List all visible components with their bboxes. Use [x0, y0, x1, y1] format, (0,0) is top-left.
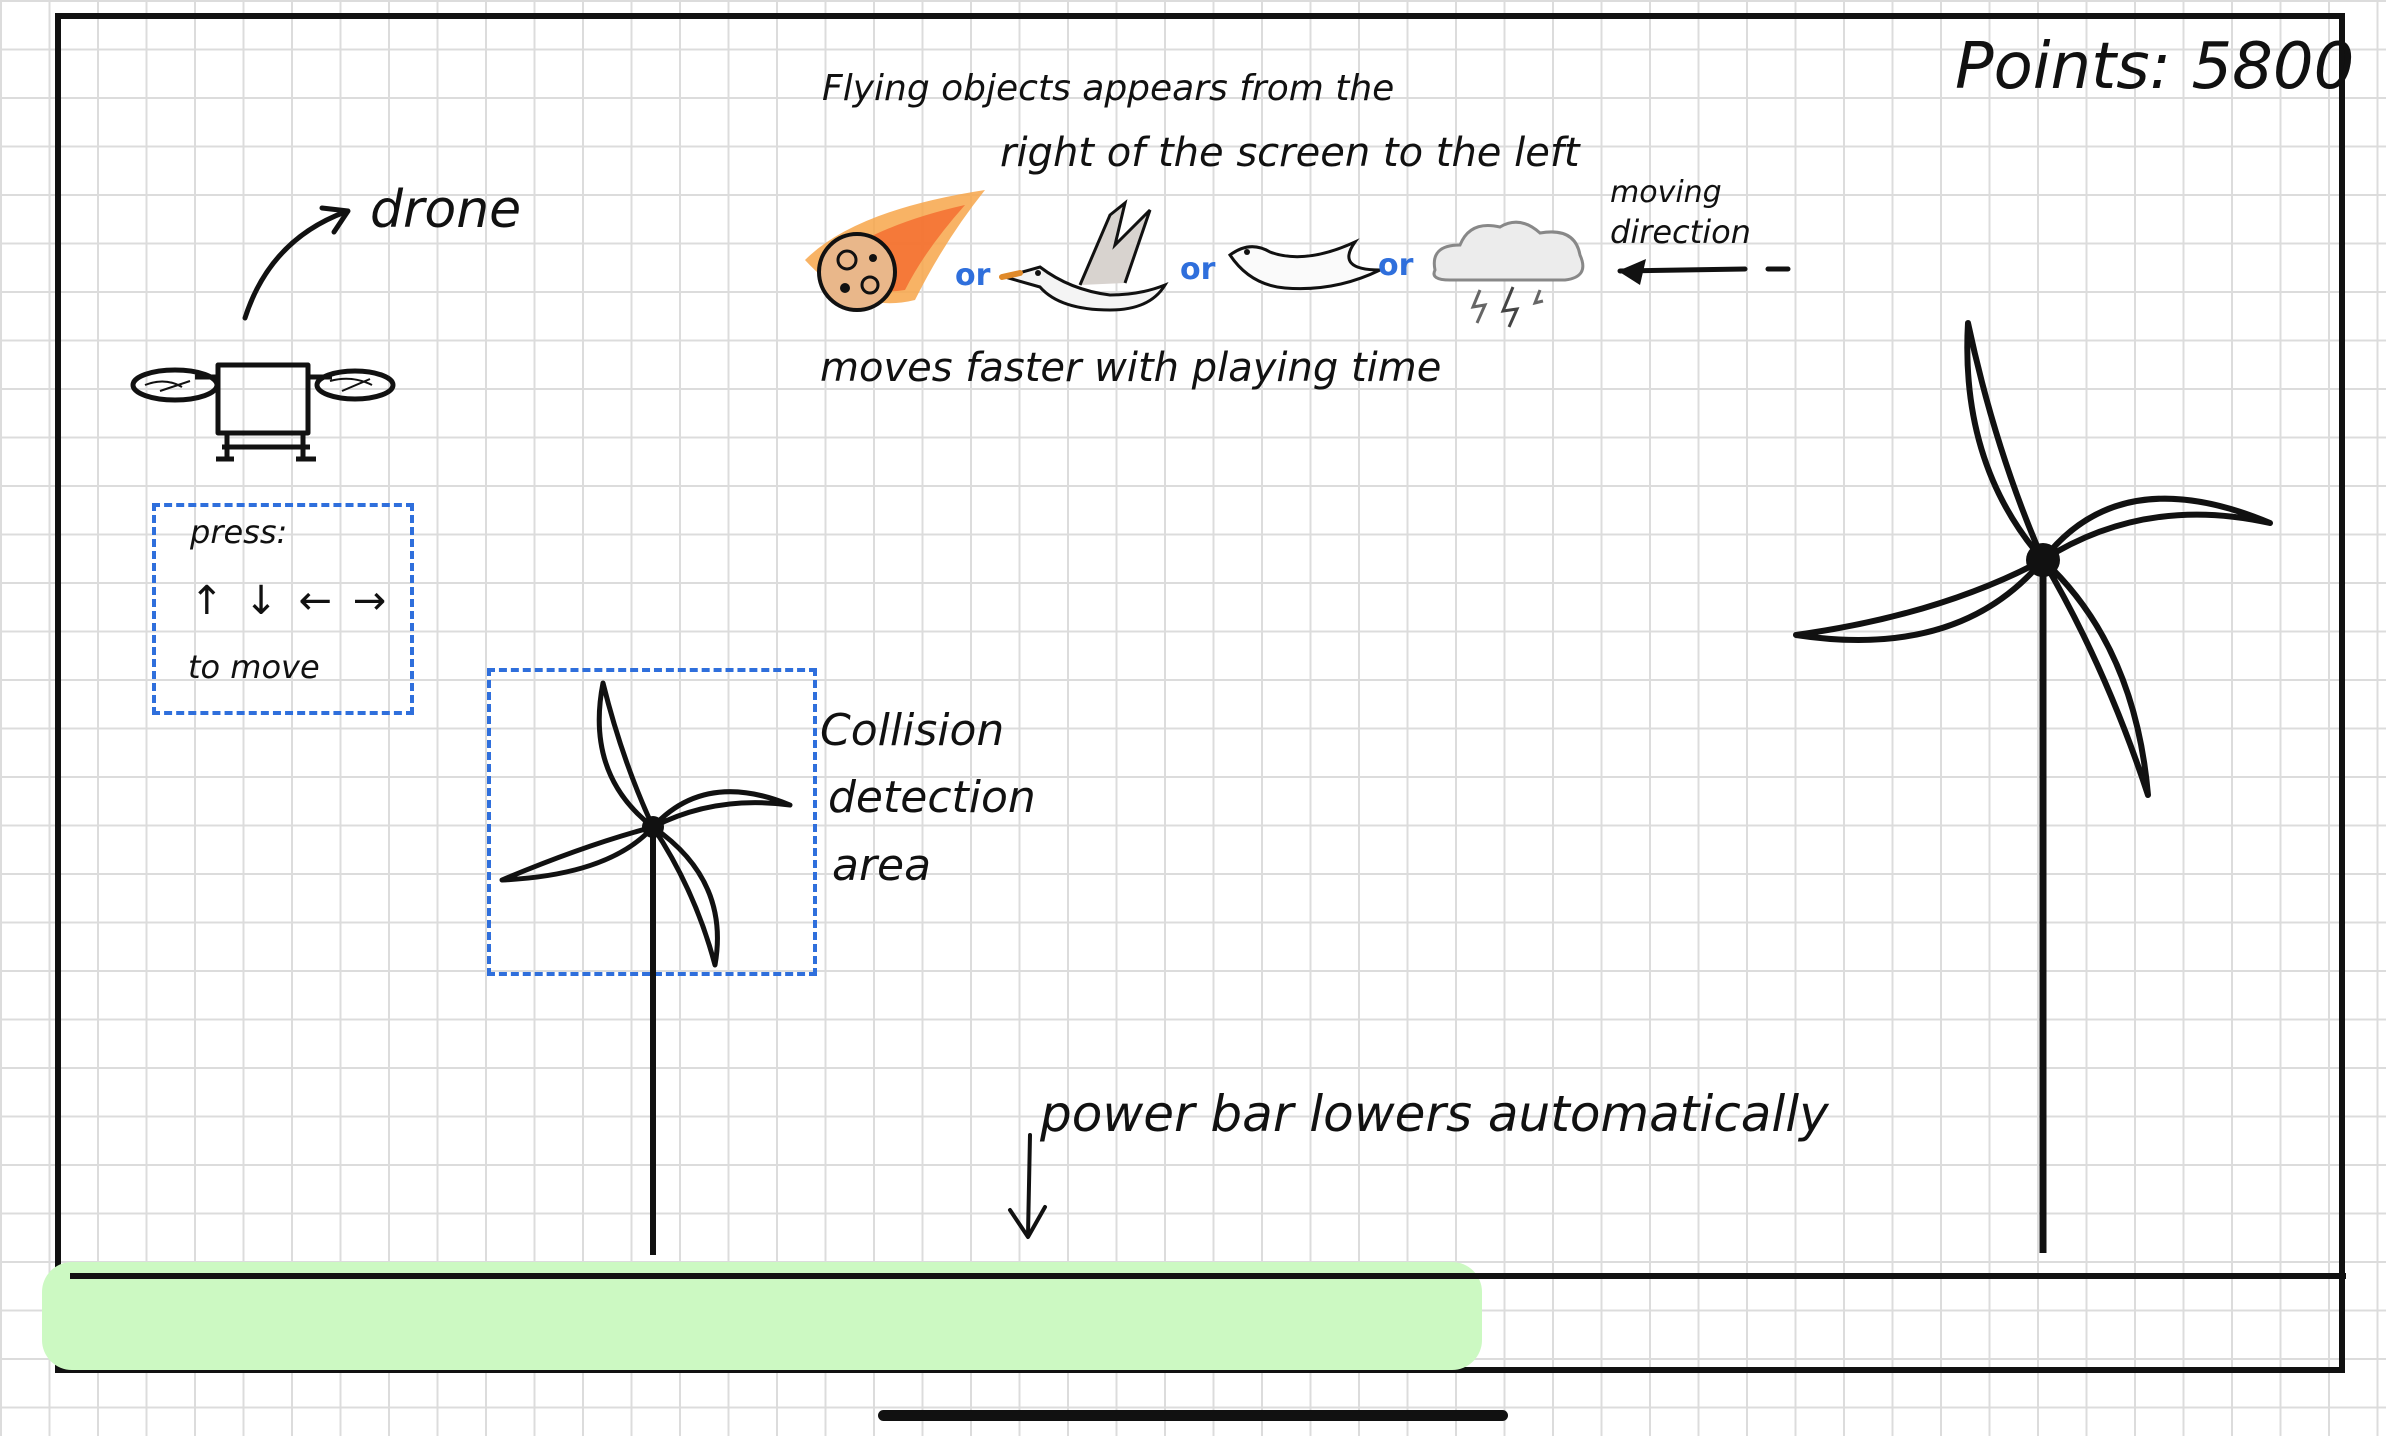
or-label-3: or: [1378, 248, 1414, 283]
speed-note: moves faster with playing time: [820, 345, 1442, 391]
moving-direction-label-line2: direction: [1610, 213, 1751, 251]
controls-move-label: to move: [188, 648, 320, 686]
goose-icon: [999, 199, 1169, 312]
collision-label-line2: detection: [828, 772, 1036, 823]
flying-objects-note-line1: Flying objects appears from the: [822, 68, 1395, 109]
or-label-1: or: [955, 258, 991, 293]
power-bar: [42, 1262, 1482, 1370]
power-bar-note: power bar lowers automatically: [1040, 1085, 1829, 1143]
collision-label-line3: area: [832, 840, 932, 891]
collision-label-line1: Collision: [820, 705, 1005, 756]
storm-cloud-icon: [1432, 220, 1585, 328]
controls-arrow-keys: ↑ ↓ ← →: [190, 578, 391, 624]
drone-label: drone: [370, 180, 522, 240]
moving-direction-label-line1: moving: [1610, 175, 1722, 210]
meteor-icon: [805, 190, 985, 312]
game-frame: [55, 13, 2345, 1373]
score-label: Points:: [1955, 30, 2172, 104]
controls-hint-box: [152, 503, 414, 715]
or-label-2: or: [1180, 252, 1216, 287]
drone-pointer-arrow: [242, 205, 351, 321]
wind-turbine-obstacle-large: [1793, 320, 2273, 1253]
drone-player[interactable]: [120, 355, 400, 475]
power-bar-pointer-arrow: [1008, 1133, 1047, 1239]
moving-direction-arrow: [1617, 259, 1791, 285]
dove-icon: [1227, 238, 1381, 291]
controls-press-label: press:: [190, 513, 288, 551]
score-value: 5800: [2191, 30, 2355, 104]
home-indicator[interactable]: [878, 1410, 1508, 1421]
wind-turbine-obstacle-small: [499, 680, 793, 1255]
score-display: Points: 5800: [1955, 30, 2354, 104]
ground-line: [70, 1273, 2346, 1279]
flying-objects-note-line2: right of the screen to the left: [1000, 130, 1580, 176]
drone-body: [130, 362, 396, 462]
